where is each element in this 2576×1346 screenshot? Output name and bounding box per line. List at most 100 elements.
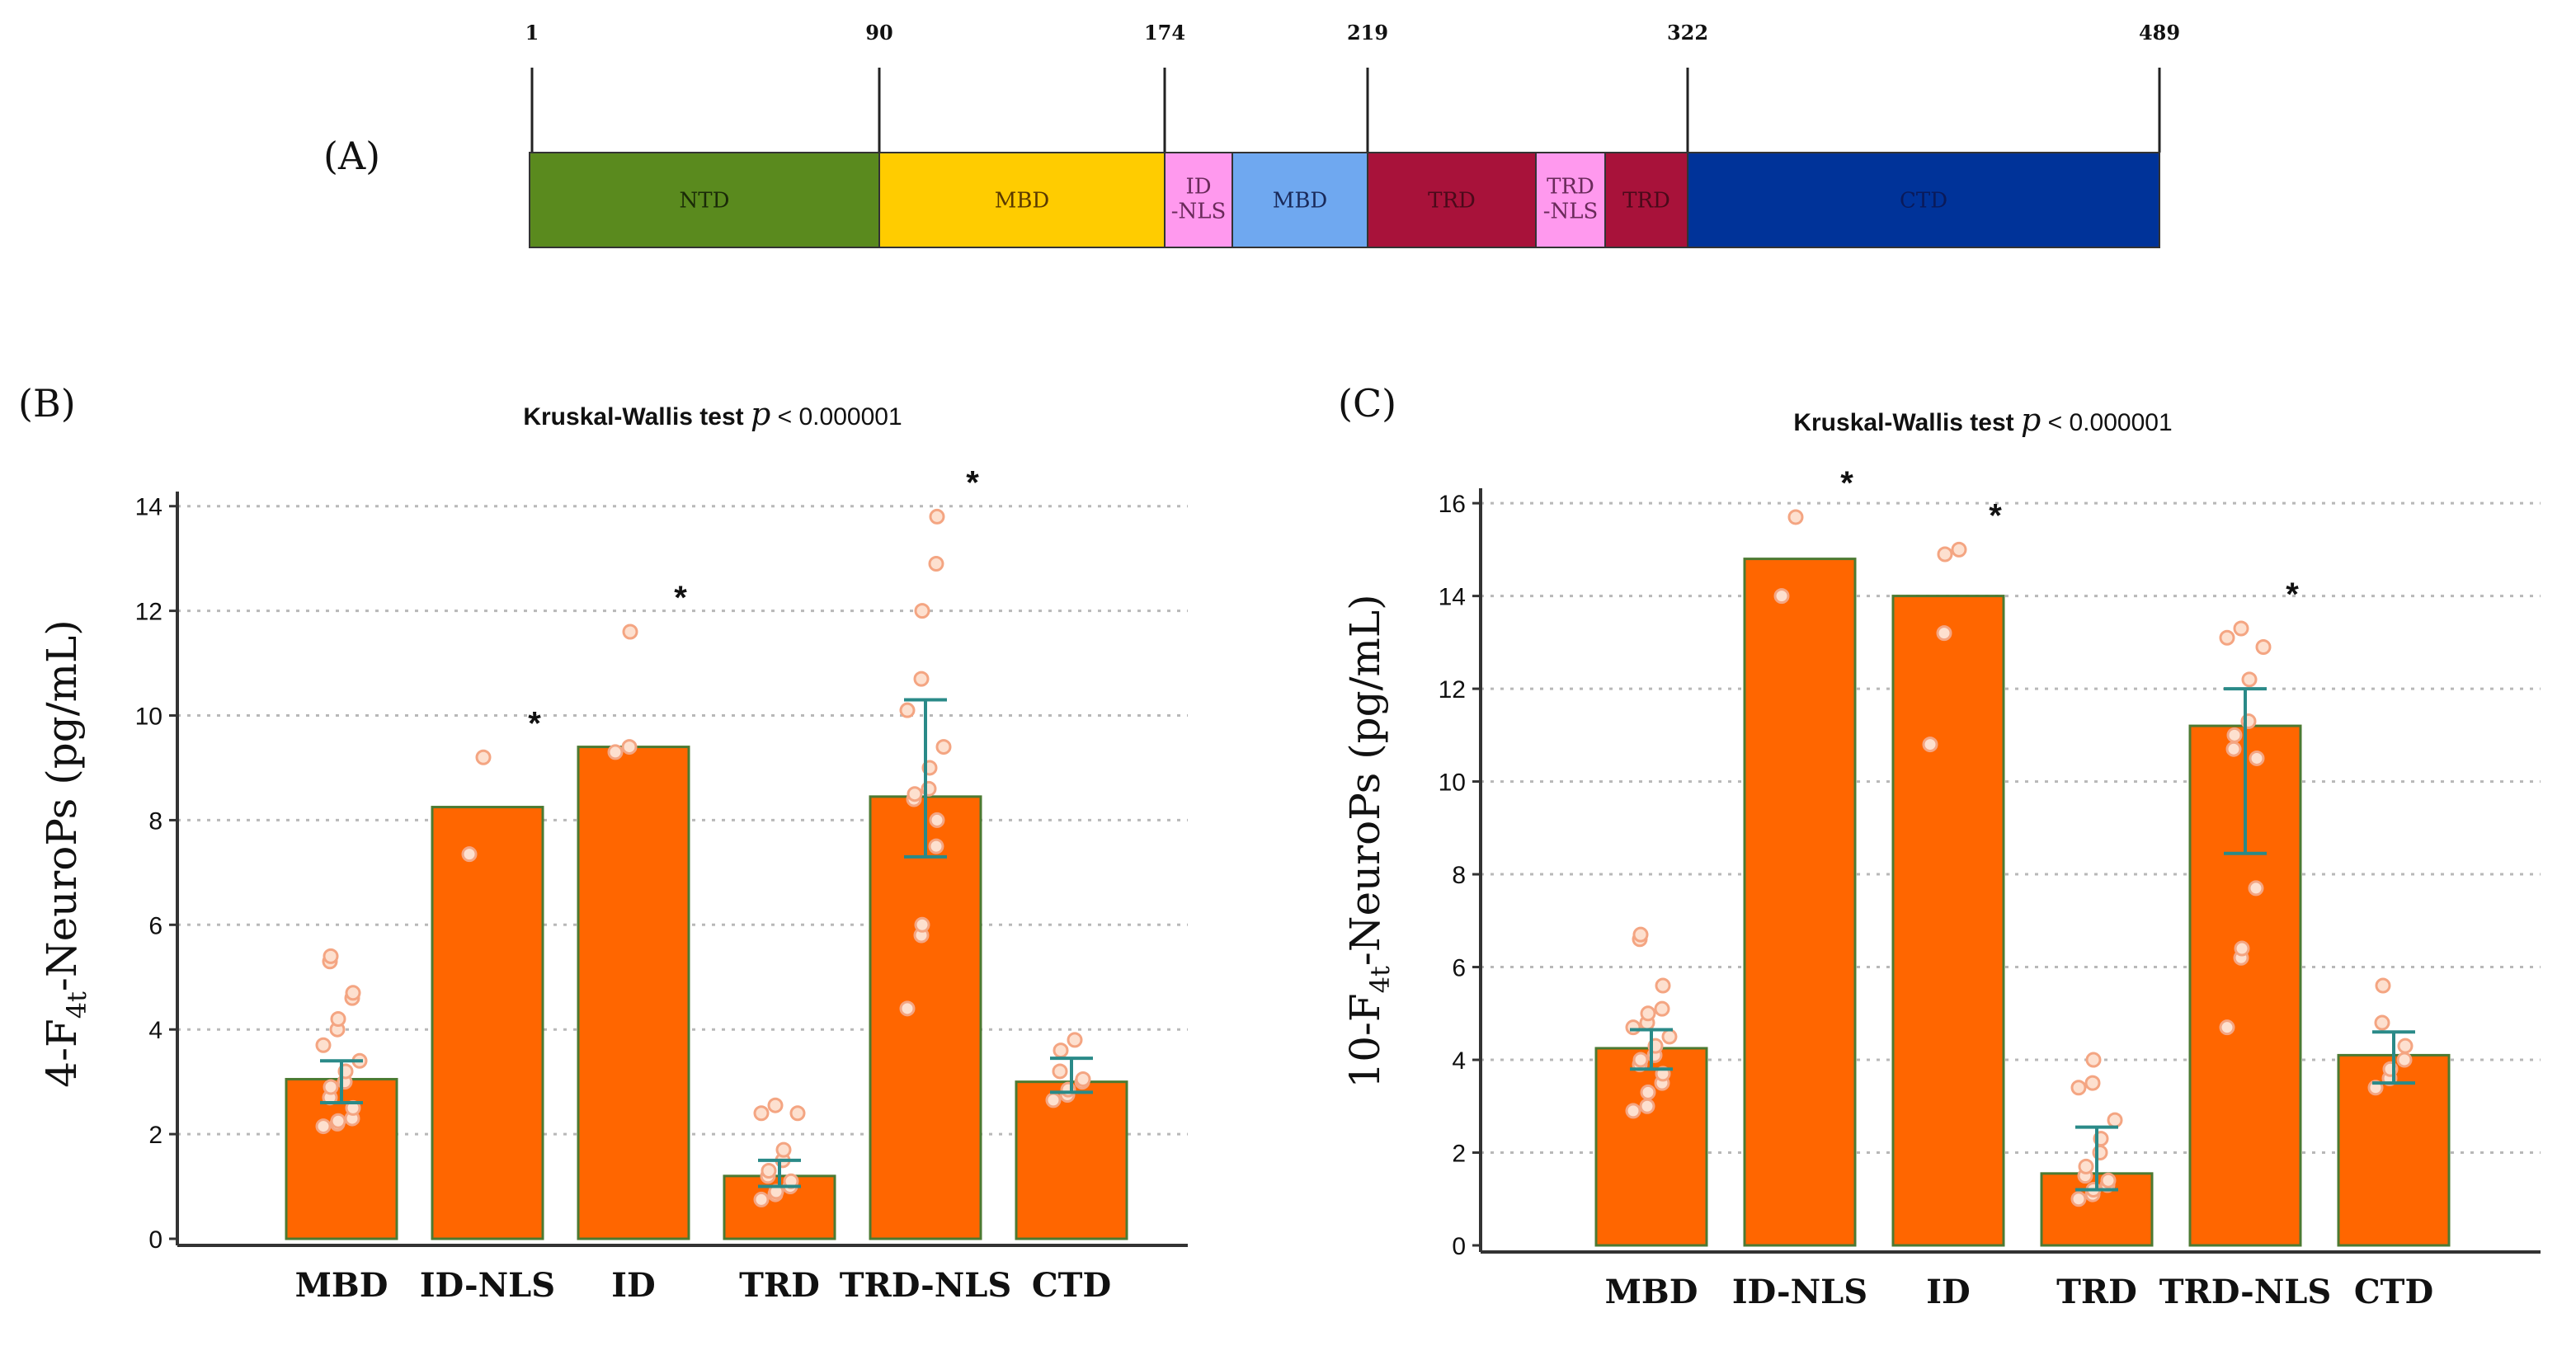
bar-b-mbd	[285, 1077, 398, 1240]
y-tick-label-c-4: 4	[1452, 1047, 1466, 1075]
point-b-trd-9	[789, 1105, 806, 1122]
point-c-mbd-13	[1654, 1000, 1670, 1017]
point-c-trd-nls-9	[2255, 638, 2272, 655]
point-c-mbd-14	[1655, 977, 1671, 994]
point-b-trd-nls-2	[914, 916, 930, 933]
bar-c-ctd	[2337, 1053, 2451, 1247]
point-b-ctd-0	[1045, 1092, 1062, 1108]
bar-c-id	[1891, 595, 2005, 1247]
point-c-trd-nls-11	[2233, 620, 2249, 637]
point-b-trd-nls-3	[928, 838, 944, 854]
point-b-trd-nls-9	[935, 739, 952, 755]
point-b-trd-nls-11	[913, 671, 930, 687]
point-b-trd-0	[753, 1191, 770, 1207]
point-c-mbd-9	[1661, 1028, 1678, 1045]
point-b-mbd-2	[330, 1113, 346, 1129]
domain-label-5: TRD -NLS	[1543, 175, 1599, 224]
point-c-ctd-6	[2375, 977, 2391, 994]
point-c-mbd-1	[1639, 1098, 1655, 1114]
category-label-c-id: ID	[1926, 1273, 1970, 1311]
y-tick-label-b-6: 6	[148, 912, 162, 939]
point-b-trd-nls-0	[899, 1000, 916, 1017]
point-c-trd-11	[2084, 1075, 2101, 1091]
panel-b-chart: (B) 0 2 4 6 8 10 12 14 Kruskal-Wallis test p < 0…	[18, 381, 1188, 1305]
domain-label-4: TRD	[1428, 189, 1476, 214]
point-c-id-1	[1936, 625, 1952, 642]
category-label-c-trd-nls: TRD-NLS	[2159, 1273, 2332, 1311]
point-b-id-1	[621, 739, 638, 755]
point-c-trd-nls-0	[2219, 1019, 2235, 1036]
point-b-trd-nls-4	[929, 812, 945, 828]
y-tick-label-c-10: 10	[1439, 769, 1466, 797]
domain-trd-6	[1604, 152, 1688, 248]
y-axis-label-b: 4-F4t-NeuroPs (pg/mL)	[38, 619, 92, 1087]
point-c-trd-6	[2078, 1158, 2094, 1174]
point-c-trd-nls-8	[2241, 671, 2258, 688]
chart-title-c: Kruskal-Wallis test p < 0.000001	[1793, 402, 2172, 438]
panel-label-a: (A)	[323, 134, 380, 178]
point-c-id-3	[1951, 541, 1967, 558]
point-b-trd-nls-14	[929, 508, 945, 525]
point-c-id-0	[1922, 737, 1938, 753]
position-label-1: 1	[525, 21, 539, 45]
point-b-trd-nls-13	[928, 556, 944, 572]
point-c-mbd-0	[1625, 1103, 1641, 1119]
domain-ctd-7	[1687, 152, 2160, 248]
point-c-ctd-5	[2374, 1014, 2390, 1031]
y-axis-label-c: 10-F4t-NeuroPs (pg/mL)	[1341, 594, 1396, 1088]
point-c-mbd-6	[1632, 1052, 1649, 1068]
y-tick-label-c-14: 14	[1439, 584, 1466, 611]
position-label-322: 322	[1667, 21, 1708, 45]
point-c-ctd-4	[2397, 1038, 2414, 1054]
domain-label-6: TRD	[1622, 189, 1670, 214]
y-tick-label-c-6: 6	[1452, 955, 1466, 982]
position-label-90: 90	[865, 21, 892, 45]
point-b-ctd-7	[1067, 1032, 1083, 1048]
bar-b-ctd	[1015, 1080, 1128, 1240]
point-c-trd-nls-5	[2225, 741, 2242, 757]
category-label-c-id-nls: ID-NLS	[1732, 1273, 1867, 1311]
bar-c-id-nls	[1743, 558, 1857, 1247]
y-tick-label-b-8: 8	[148, 807, 162, 835]
domain-label-2: ID -NLS	[1171, 175, 1227, 224]
point-c-mbd-2	[1640, 1084, 1656, 1100]
y-tick-label-b-4: 4	[148, 1017, 162, 1044]
category-label-c-trd: TRD	[2056, 1273, 2137, 1311]
significance-star-b-id: *	[674, 580, 687, 616]
point-b-id-0	[607, 744, 624, 760]
point-b-trd-11	[767, 1097, 784, 1113]
point-b-ctd-5	[1052, 1063, 1068, 1080]
point-b-id-2	[622, 624, 638, 640]
category-label-c-mbd: MBD	[1605, 1273, 1698, 1311]
panel-label-c: (C)	[1338, 381, 1396, 426]
position-label-489: 489	[2139, 21, 2180, 45]
category-label-b-id: ID	[611, 1266, 655, 1305]
y-tick-label-c-0: 0	[1452, 1233, 1466, 1260]
domain-label-7: CTD	[1900, 189, 1947, 214]
category-label-b-mbd: MBD	[295, 1266, 389, 1305]
protein-domain-map: 1 90 174 219 322 489 NTD MBD ID -NLS MBD TRD TRD -NLS…	[525, 21, 2180, 248]
point-b-trd-nls-6	[907, 786, 923, 802]
point-c-trd-9	[2107, 1112, 2123, 1128]
y-tick-label-b-12: 12	[135, 599, 162, 626]
panel-a-domain-map: (A) 1 90 174 219 322 489 NTD MBD ID -NLS MBD TRD TRD…	[323, 21, 2180, 248]
y-tick-label-c-12: 12	[1439, 676, 1466, 704]
point-b-mbd-12	[330, 1011, 346, 1028]
point-c-trd-nls-2	[2234, 940, 2250, 957]
point-b-mbd-0	[315, 1118, 332, 1135]
y-tick-label-b-2: 2	[148, 1122, 162, 1149]
category-label-b-trd: TRD	[739, 1266, 820, 1305]
point-c-trd-nls-6	[2226, 727, 2243, 743]
point-b-mbd-6	[323, 1079, 339, 1095]
point-c-trd-nls-3	[2248, 880, 2264, 897]
significance-star-c-id: *	[1989, 497, 2002, 534]
point-c-id-nls-1	[1787, 509, 1804, 525]
point-b-mbd-14	[345, 985, 361, 1001]
category-label-c-ctd: CTD	[2354, 1273, 2433, 1311]
point-c-mbd-12	[1640, 1005, 1656, 1022]
point-c-trd-4	[2100, 1172, 2117, 1188]
domain-ntd-0	[529, 152, 880, 248]
significance-star-c-id-nls: *	[1840, 465, 1853, 501]
bar-b-trd-nls	[869, 795, 982, 1240]
point-c-trd-10	[2070, 1080, 2087, 1096]
